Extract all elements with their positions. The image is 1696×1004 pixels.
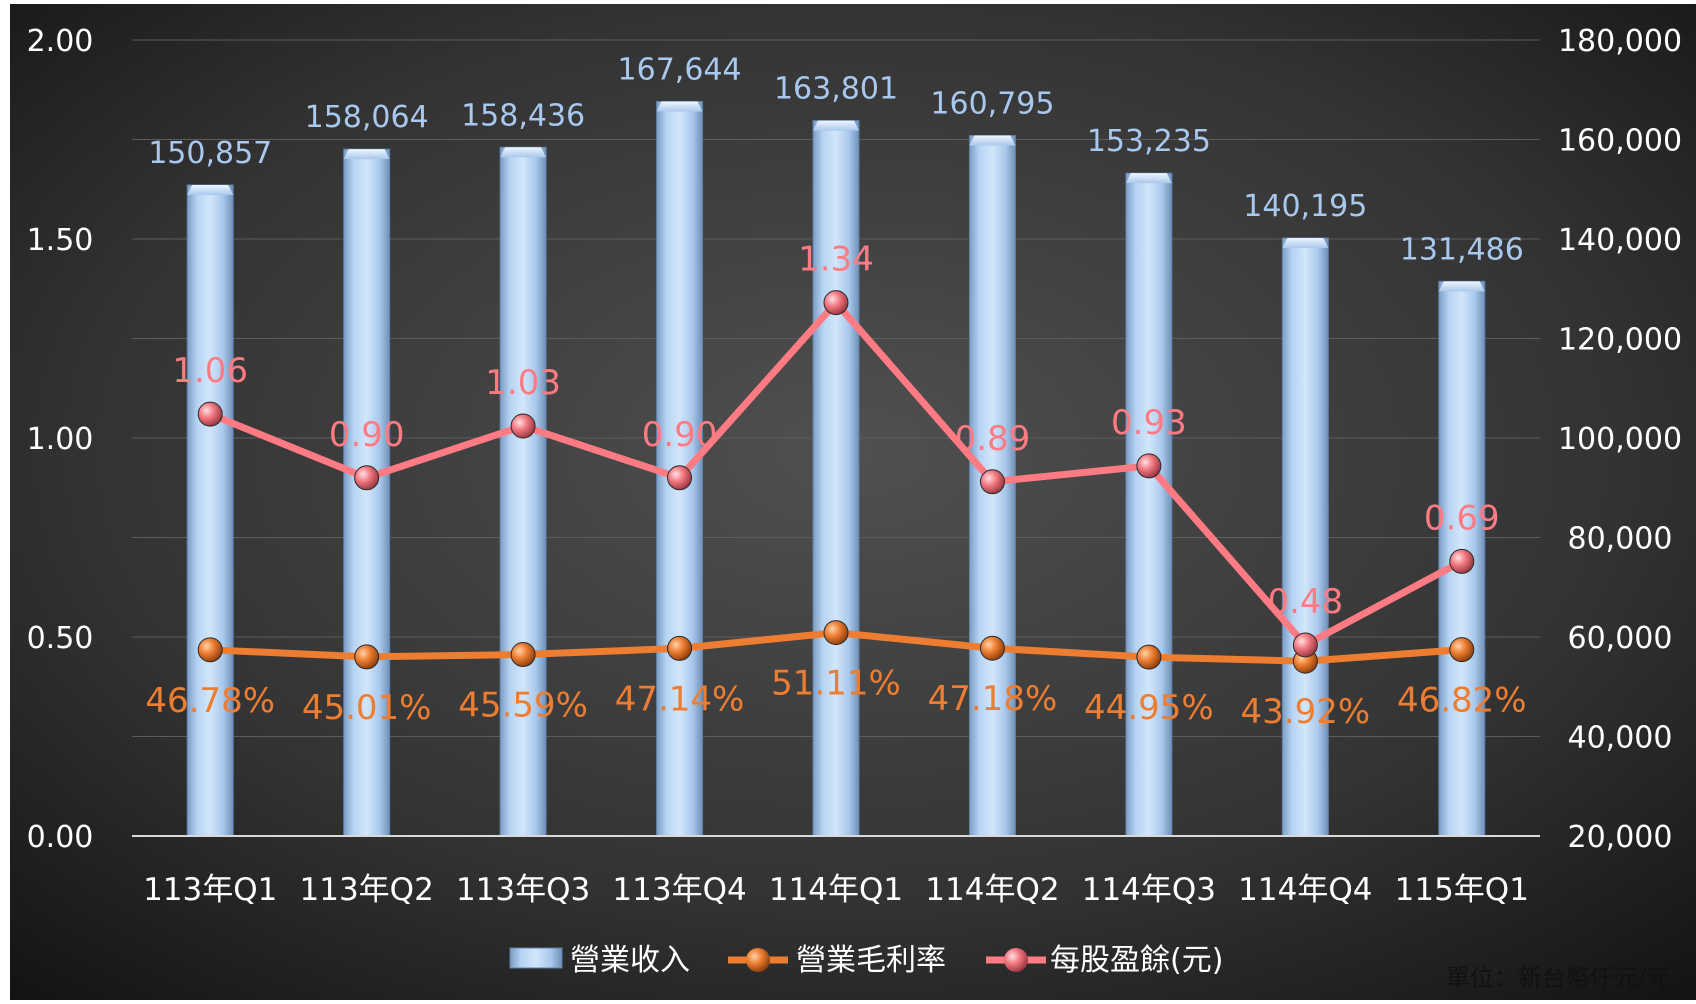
- eps-data-label: 0.89: [955, 419, 1031, 459]
- revenue-bar: [343, 148, 391, 837]
- gross-margin-marker: [1449, 637, 1475, 663]
- y-right-tick-label: 20,000: [1568, 820, 1673, 855]
- eps-marker: [1449, 548, 1475, 574]
- eps-data-label: 0.48: [1267, 582, 1343, 622]
- y-right-tick-label: 120,000: [1558, 323, 1682, 358]
- x-tick-label: 114年Q2: [925, 872, 1059, 908]
- revenue-bar-cap: [1282, 238, 1329, 249]
- gross-margin-marker: [197, 637, 223, 663]
- y-right-tick-label: 140,000: [1558, 223, 1682, 258]
- revenue-data-label: 153,235: [1087, 124, 1211, 159]
- revenue-bar: [186, 184, 234, 837]
- revenue-bar-cap: [1125, 173, 1172, 184]
- eps-marker: [1292, 632, 1318, 658]
- gross-margin-data-label: 45.59%: [458, 686, 588, 726]
- gross-margin-marker: [354, 644, 380, 670]
- eps-data-label: 1.03: [485, 363, 561, 403]
- y-right-tick-label: 60,000: [1568, 621, 1673, 656]
- eps-marker: [354, 465, 380, 491]
- revenue-data-label: 140,195: [1243, 189, 1367, 224]
- gross-margin-marker: [979, 635, 1005, 661]
- gross-margin-data-label: 44.95%: [1084, 688, 1214, 728]
- eps-marker: [823, 290, 849, 316]
- eps-data-label: 0.90: [329, 415, 405, 455]
- x-tick-label: 114年Q1: [769, 872, 903, 908]
- revenue-data-label: 167,644: [618, 52, 742, 87]
- revenue-data-label: 158,436: [461, 98, 585, 133]
- legend-marker-eps: [1004, 948, 1028, 972]
- gross-margin-marker: [1136, 644, 1162, 670]
- legend: 營業收入 營業毛利率 每股盈餘(元): [509, 943, 1223, 978]
- eps-data-label: 0.69: [1424, 498, 1500, 538]
- unit-note: 單位：新台幣仟元/元: [1445, 964, 1670, 992]
- legend-label-eps: 每股盈餘(元): [1050, 943, 1223, 978]
- revenue-bar-cap: [656, 101, 703, 112]
- y-right-tick-label: 80,000: [1568, 522, 1673, 557]
- y-left-tick-label: 2.00: [27, 24, 94, 59]
- y-right-tick-label: 40,000: [1568, 721, 1673, 756]
- eps-marker: [1136, 453, 1162, 479]
- eps-data-label: 1.34: [798, 240, 874, 280]
- y-right-tick-label: 100,000: [1558, 422, 1682, 457]
- y-left-tick-label: 1.00: [27, 422, 94, 457]
- gross-margin-data-label: 43.92%: [1241, 692, 1371, 732]
- gross-margin-marker: [667, 635, 693, 661]
- revenue-bar-cap: [813, 120, 859, 131]
- gross-margin-data-label: 46.78%: [145, 681, 275, 721]
- revenue-bar-cap: [187, 184, 234, 195]
- eps-marker: [510, 413, 536, 439]
- revenue-data-label: 131,486: [1400, 232, 1524, 267]
- revenue-data-label: 150,857: [148, 136, 272, 171]
- legend-label-revenue: 營業收入: [570, 943, 690, 978]
- x-tick-label: 113年Q3: [456, 872, 590, 908]
- gross-margin-marker: [823, 620, 849, 646]
- gross-margin-data-label: 51.11%: [771, 664, 901, 704]
- eps-data-label: 0.90: [642, 415, 718, 455]
- eps-marker: [979, 469, 1005, 495]
- revenue-bar-cap: [1438, 281, 1485, 292]
- legend-swatch-revenue: [509, 947, 563, 969]
- y-right-tick-label: 180,000: [1558, 24, 1682, 59]
- revenue-bar-cap: [969, 135, 1016, 146]
- eps-marker: [667, 465, 693, 491]
- revenue-bar-cap: [500, 147, 547, 158]
- eps-data-label: 0.93: [1111, 403, 1187, 443]
- y-right-tick-label: 160,000: [1558, 124, 1682, 159]
- revenue-data-label: 158,064: [305, 100, 429, 135]
- revenue-bar: [1281, 237, 1329, 837]
- y-left-tick-label: 1.50: [27, 223, 94, 258]
- x-tick-label: 113年Q4: [612, 872, 746, 908]
- revenue-bar: [812, 120, 860, 837]
- lines: [197, 290, 1475, 674]
- y-left-tick-label: 0.00: [27, 820, 94, 855]
- gross-margin-data-label: 47.14%: [615, 679, 745, 719]
- revenue-bar: [1125, 172, 1173, 837]
- gross-margin-data-label: 47.18%: [928, 679, 1058, 719]
- x-tick-label: 114年Q4: [1238, 872, 1372, 908]
- y-left-tick-label: 0.50: [27, 621, 94, 656]
- revenue-data-label: 163,801: [774, 72, 898, 107]
- legend-label-gross-margin: 營業毛利率: [796, 943, 946, 978]
- x-tick-label: 115年Q1: [1395, 872, 1529, 908]
- revenue-data-label: 160,795: [930, 87, 1054, 122]
- gross-margin-marker: [510, 642, 536, 668]
- gross-margin-data-label: 46.82%: [1397, 681, 1527, 721]
- eps-data-label: 1.06: [172, 351, 248, 391]
- x-tick-label: 113年Q1: [143, 872, 277, 908]
- revenue-bar-cap: [343, 149, 390, 160]
- data-labels: 150,857 158,064 158,436 167,644 163,801 160,7…: [145, 52, 1526, 732]
- legend-marker-gross-margin: [746, 948, 770, 972]
- eps-marker: [197, 401, 223, 427]
- axes: 0.00 0.50 1.00 1.50 2.00 20,000 40,000 60,000 80…: [27, 24, 1682, 908]
- x-tick-label: 114年Q3: [1082, 872, 1216, 908]
- revenue-bar: [499, 146, 547, 837]
- x-tick-label: 113年Q2: [300, 872, 434, 908]
- gross-margin-data-label: 45.01%: [302, 688, 432, 728]
